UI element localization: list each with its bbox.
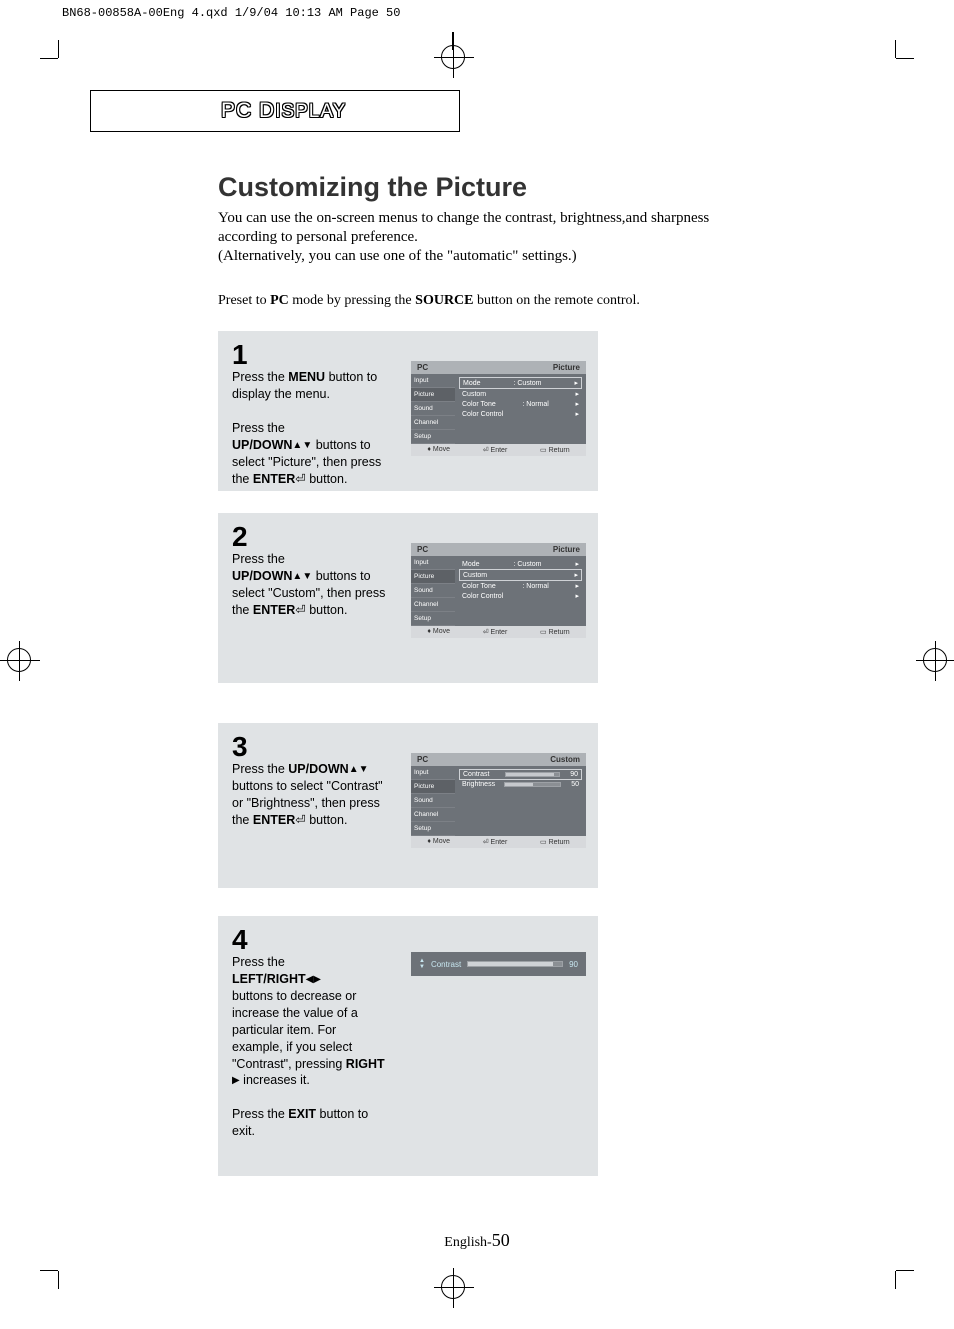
- step-1: 1 Press the MENU button to display the m…: [218, 331, 598, 491]
- step-4: 4 Press the LEFT/RIGHT◀▶ buttons to decr…: [218, 916, 598, 1176]
- step-text: Press the MENU button to display the men…: [232, 369, 387, 487]
- step-2: 2 Press the UP/DOWN▲▼ buttons to select …: [218, 513, 598, 683]
- step-text: Press the LEFT/RIGHT◀▶ buttons to decrea…: [232, 954, 387, 1140]
- osd-screenshot-2: PCPicture Input Picture Sound Channel Se…: [411, 543, 586, 638]
- chapter-rest: ISPLAY: [275, 101, 346, 122]
- osd-screenshot-4: ▲▼ Contrast 90: [411, 952, 586, 976]
- intro-line: You can use the on-screen menus to chang…: [218, 210, 709, 226]
- page-footer: English-50: [0, 1230, 954, 1251]
- step-text: Press the UP/DOWN▲▼ buttons to select "C…: [232, 761, 387, 829]
- registration-mark-right: [923, 648, 947, 672]
- step-3: 3 Press the UP/DOWN▲▼ buttons to select …: [218, 723, 598, 888]
- intro-text: You can use the on-screen menus to chang…: [218, 209, 778, 265]
- chapter-header: PC DISPLAY: [90, 90, 460, 132]
- osd-screenshot-3: PCCustom Input Picture Sound Channel Set…: [411, 753, 586, 848]
- osd-screenshot-1: PCPicture Input Picture Sound Channel Se…: [411, 361, 586, 456]
- intro-line: according to personal preference.: [218, 229, 418, 245]
- main-content: Customizing the Picture You can use the …: [218, 172, 778, 1176]
- chapter-prefix: PC D: [221, 99, 275, 122]
- step-number: 4: [232, 926, 584, 954]
- registration-mark-bottom: [441, 1275, 465, 1299]
- print-header: BN68-00858A-00Eng 4.qxd 1/9/04 10:13 AM …: [62, 6, 400, 20]
- preset-note: Preset to PC mode by pressing the SOURCE…: [218, 293, 778, 309]
- step-text: Press the UP/DOWN▲▼ buttons to select "C…: [232, 551, 387, 619]
- page-title: Customizing the Picture: [218, 172, 778, 203]
- intro-line: (Alternatively, you can use one of the "…: [218, 248, 577, 264]
- osd-sidebar: Input Picture Sound Channel Setup: [411, 374, 455, 444]
- registration-mark-left: [7, 648, 31, 672]
